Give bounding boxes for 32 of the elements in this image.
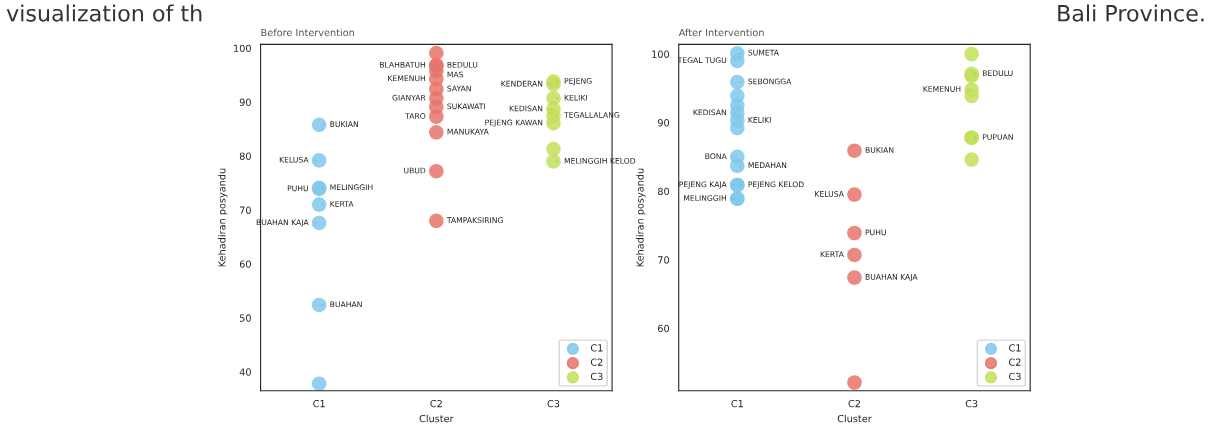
legend-label: C2 [1009, 358, 1021, 366]
text: visualization of th [6, 4, 202, 22]
legend-label: C3 [1009, 372, 1021, 381]
text: Bali Province. [1058, 4, 1204, 22]
y-tick-label: 90 [239, 98, 251, 106]
chart-title: After Intervention [678, 28, 764, 37]
x-tick-label: C3 [965, 399, 978, 408]
y-tick-label: 90 [657, 119, 670, 127]
legend-label: C1 [590, 344, 603, 352]
x-axis-title: Cluster [837, 414, 872, 423]
x-tick-label: C2 [848, 399, 860, 408]
x-tick-label: C1 [313, 399, 325, 408]
y-tick-label: 100 [234, 44, 251, 53]
x-tick-label: C2 [430, 399, 442, 408]
legend-label: C1 [1009, 344, 1021, 352]
y-tick-label: 80 [239, 152, 251, 160]
legend-label: C3 [590, 372, 603, 381]
x-axis-title: Cluster [419, 414, 454, 423]
y-tick-label: 40 [239, 368, 251, 376]
y-tick-label: 80 [657, 187, 670, 195]
y-tick-label: 60 [239, 260, 251, 268]
y-tick-label: 50 [239, 314, 251, 322]
y-tick-label: 100 [652, 50, 670, 58]
legend-label: C2 [590, 358, 603, 366]
x-tick-label: C1 [731, 399, 743, 408]
x-tick-label: C3 [547, 399, 560, 408]
chart-title: Before Intervention [261, 28, 354, 37]
y-axis-title: Kehadiran posyandu [218, 168, 228, 267]
y-tick-label: 70 [239, 206, 251, 214]
y-tick-label: 70 [658, 256, 670, 264]
y-tick-label: 60 [658, 324, 670, 333]
y-axis-title: Kehadiran posyandu [636, 168, 646, 267]
